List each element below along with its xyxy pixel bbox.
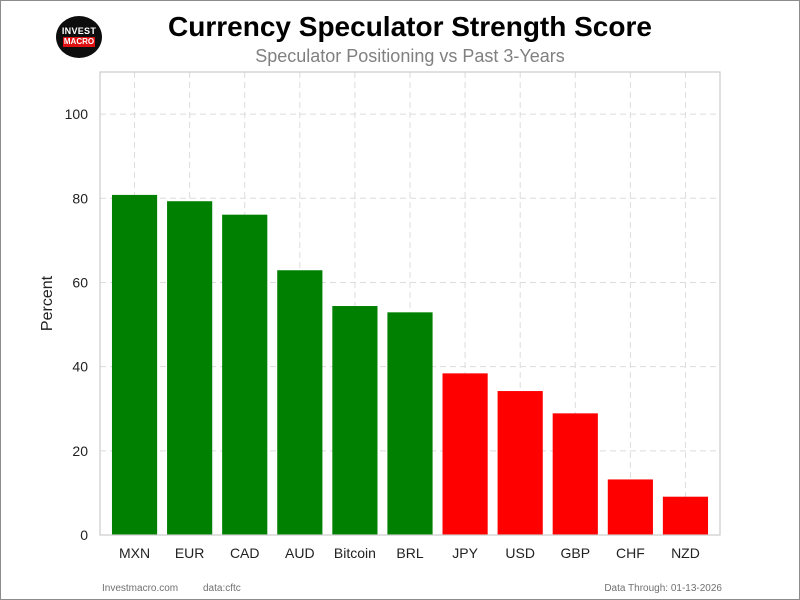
x-tick-label: CAD (230, 545, 260, 561)
footer-data-through: Data Through: 01-13-2026 (604, 583, 722, 594)
bar-gbp (552, 413, 598, 535)
y-axis-label: Percent (39, 275, 56, 331)
bar-chf (607, 479, 653, 535)
y-tick-label: 20 (72, 443, 88, 459)
bar-brl (387, 312, 433, 535)
footer-source: data:cftc (203, 583, 241, 594)
y-tick-label: 60 (72, 274, 88, 290)
x-tick-label: JPY (452, 545, 478, 561)
x-tick-label: BRL (396, 545, 423, 561)
bar-nzd (662, 496, 709, 535)
x-tick-label: EUR (175, 545, 205, 561)
plot-area-frame (99, 71, 721, 536)
x-tick-label: AUD (285, 545, 315, 561)
investmacro-logo: INVEST MACRO (56, 16, 102, 58)
footer-site: Investmacro.com (102, 583, 179, 594)
x-tick-label: USD (505, 545, 535, 561)
x-tick-label: Bitcoin (334, 545, 376, 561)
x-tick-label: CHF (616, 545, 645, 561)
y-tick-label: 80 (72, 190, 88, 206)
y-tick-label: 40 (72, 359, 88, 375)
logo-line-2: MACRO (63, 37, 95, 47)
bar-bitcoin (332, 306, 378, 535)
y-tick-label: 100 (65, 106, 89, 122)
chart-subtitle: Speculator Positioning vs Past 3-Years (255, 46, 565, 66)
logo-line-1: INVEST (61, 26, 97, 36)
bar-mxn (111, 194, 158, 535)
x-tick-label: GBP (560, 545, 590, 561)
bar-aud (277, 270, 323, 535)
x-tick-label: NZD (671, 545, 700, 561)
bar-eur (167, 201, 213, 535)
bar-cad (222, 214, 268, 536)
bar-jpy (442, 373, 488, 535)
y-tick-label: 0 (80, 527, 88, 543)
bar-usd (497, 391, 543, 535)
x-tick-label: MXN (119, 545, 150, 561)
chart-title: Currency Speculator Strength Score (168, 11, 652, 42)
